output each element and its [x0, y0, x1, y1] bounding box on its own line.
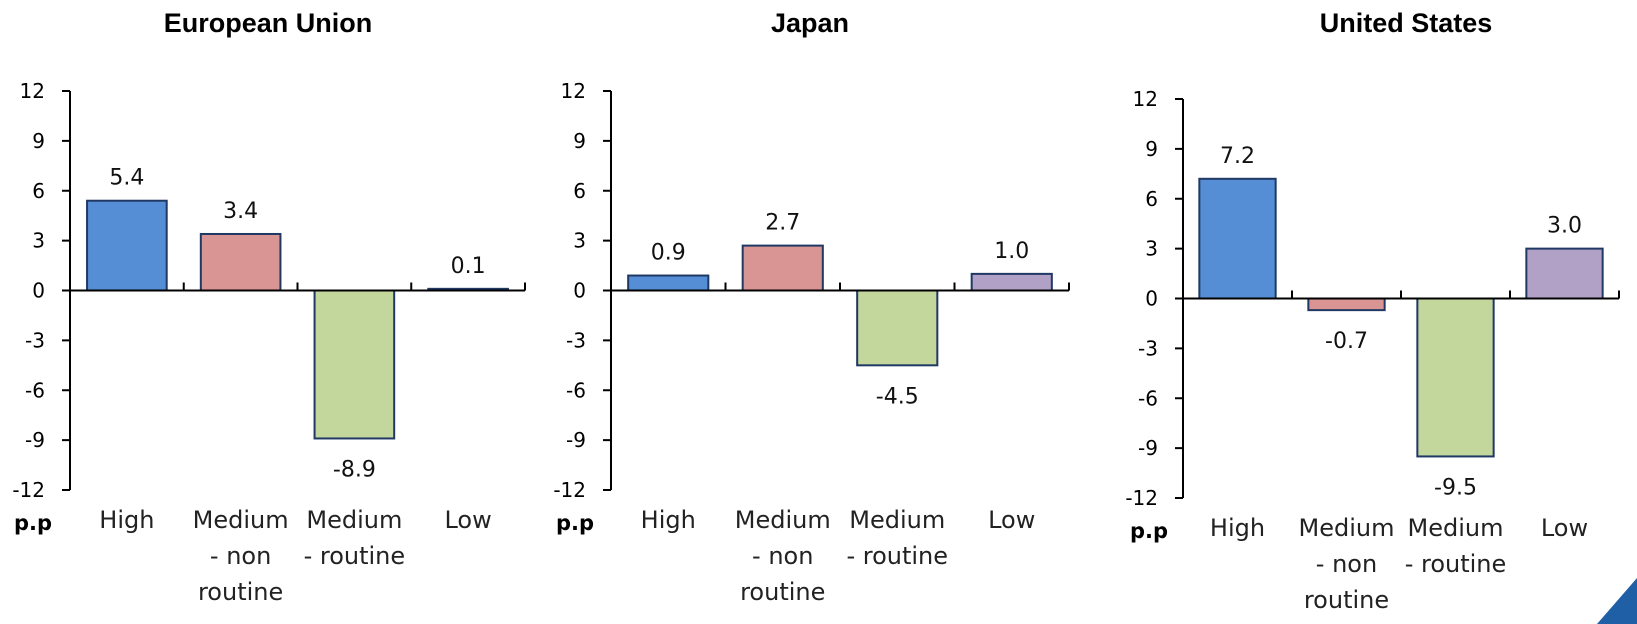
chart1-y-tick-label: -12: [12, 478, 45, 502]
chart2-y-tick-label: 6: [573, 179, 586, 203]
chart2-y-tick-label: 0: [573, 279, 586, 303]
chart2-data-label: 2.7: [765, 211, 800, 236]
chart3-category-label: routine: [1304, 586, 1389, 614]
chart1-category-label: - routine: [304, 542, 406, 570]
chart1-y-tick-label: 0: [32, 279, 45, 303]
chart1-category-label: High: [99, 506, 154, 534]
chart3-category-label: Low: [1541, 514, 1588, 542]
chart2-category-label: - non: [752, 542, 813, 570]
chart1-category-label: routine: [198, 578, 283, 606]
chart3-y-tick-label: 12: [1133, 87, 1158, 111]
chart1-bar-medium-routine: [313, 289, 396, 440]
chart1-bar-high: [86, 199, 168, 292]
chart3-data-label: 3.0: [1547, 214, 1582, 239]
chart3-title: United States: [1320, 8, 1493, 38]
chart2-category-label: - routine: [846, 542, 948, 570]
chart1-data-label: 3.4: [223, 199, 258, 224]
chart1-y-tick-label: 3: [32, 229, 45, 253]
chart3-y-tick-label: -3: [1138, 336, 1158, 360]
chart3-category-label: - routine: [1405, 550, 1507, 578]
chart1-data-label: 0.1: [451, 254, 486, 279]
chart3-bar-high: [1198, 177, 1277, 300]
chart1-y-tick-label: 9: [32, 129, 45, 153]
corner-decoration: [1597, 578, 1637, 624]
chart3-data-label: -9.5: [1434, 475, 1477, 500]
chart2-y-tick-label: -12: [553, 478, 586, 502]
chart3-category-label: High: [1210, 514, 1265, 542]
chart2-title: Japan: [771, 8, 849, 38]
chart3-bar-medium-routine: [1416, 297, 1495, 458]
chart2-y-tick-label: -6: [566, 378, 586, 402]
chart2-category-label: routine: [740, 578, 825, 606]
chart2-y-tick-label: -3: [566, 328, 586, 352]
chart3-category-label: Medium: [1299, 514, 1395, 542]
chart2-data-label: 1.0: [994, 239, 1029, 264]
chart2-unit-label: p.p: [556, 511, 594, 535]
chart1-category-label: - non: [210, 542, 271, 570]
chart3-y-tick-label: -6: [1138, 386, 1158, 410]
chart3-y-tick-label: 6: [1145, 187, 1158, 211]
chart3-y-tick-label: 0: [1145, 287, 1158, 311]
chart1-bar-medium-non-routine: [199, 232, 282, 292]
chart1-y-tick-label: -6: [25, 378, 45, 402]
chart3-y-tick-label: 3: [1145, 237, 1158, 261]
chart1-unit-label: p.p: [14, 511, 52, 535]
chart2-y-tick-label: -9: [566, 428, 586, 452]
chart2-category-label: Medium: [735, 506, 831, 534]
chart1-y-tick-label: 12: [20, 79, 45, 103]
chart1-title: European Union: [164, 8, 373, 38]
chart1-category-label: Low: [444, 506, 491, 534]
chart3-category-label: Medium: [1408, 514, 1504, 542]
chart1-data-label: 5.4: [109, 166, 144, 191]
chart2-y-tick-label: 3: [573, 229, 586, 253]
chart2-y-tick-label: 12: [561, 79, 586, 103]
chart1-category-label: Medium: [193, 506, 289, 534]
chart2-bar-low: [970, 272, 1053, 292]
chart2-category-label: Medium: [849, 506, 945, 534]
chart3-y-tick-label: -12: [1125, 486, 1158, 510]
chart2-y-tick-label: 9: [573, 129, 586, 153]
chart3-bar-low: [1525, 247, 1604, 300]
chart2-bar-medium-routine: [856, 289, 939, 367]
chart2-bar-high: [627, 274, 710, 292]
chart3-y-tick-label: -9: [1138, 436, 1158, 460]
chart3-bar-medium-non-routine: [1307, 297, 1386, 312]
chart2-category-label: Low: [988, 506, 1035, 534]
chart1-data-label: -8.9: [333, 457, 376, 482]
chart1-category-label: Medium: [306, 506, 402, 534]
chart1-y-tick-label: -3: [25, 328, 45, 352]
chart3-y-tick-label: 9: [1145, 137, 1158, 161]
chart3-unit-label: p.p: [1130, 519, 1168, 543]
chart2-category-label: High: [641, 506, 696, 534]
chart3-category-label: - non: [1316, 550, 1377, 578]
chart2-data-label: 0.9: [651, 241, 686, 266]
chart3-data-label: 7.2: [1220, 144, 1255, 169]
chart2-data-label: -4.5: [876, 384, 919, 409]
chart3-data-label: -0.7: [1325, 329, 1368, 354]
chart1-y-tick-label: -9: [25, 428, 45, 452]
chart1-y-tick-label: 6: [32, 179, 45, 203]
chart2-bar-medium-non-routine: [741, 244, 824, 292]
